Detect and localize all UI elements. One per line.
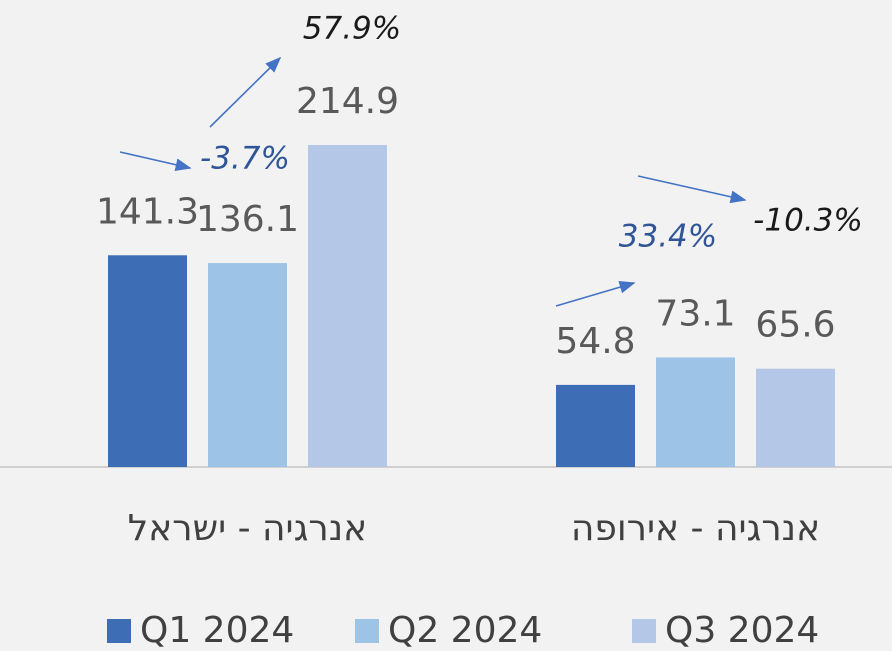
- annotation: -10.3%: [753, 203, 863, 239]
- legend-swatch: [355, 619, 379, 643]
- annotation: -3.7%: [200, 141, 290, 177]
- bar: [108, 255, 187, 467]
- category-label: אנרגיה - ישראל: [128, 508, 367, 549]
- bar: [656, 357, 735, 467]
- data-label: 73.1: [655, 293, 735, 334]
- bar: [756, 368, 835, 467]
- legend-label: Q1 2024: [140, 610, 294, 651]
- arrow: [637, 175, 747, 204]
- category-label: אנרגיה - אירופה: [571, 508, 820, 549]
- bar: [208, 263, 287, 467]
- legend-swatch: [107, 619, 131, 643]
- bar: [308, 145, 387, 467]
- arrow: [119, 151, 192, 172]
- data-label: 141.3: [96, 191, 199, 232]
- annotation: 33.4%: [619, 219, 717, 255]
- arrow: [555, 280, 636, 307]
- legend-label: Q3 2024: [665, 610, 819, 651]
- legend-swatch: [632, 619, 656, 643]
- data-label: 214.9: [296, 81, 399, 122]
- data-label: 54.8: [555, 321, 635, 362]
- data-label: 136.1: [196, 199, 299, 240]
- legend-label: Q2 2024: [388, 610, 542, 651]
- annotation: 57.9%: [303, 11, 401, 47]
- bar: [556, 384, 635, 467]
- data-label: 65.6: [755, 305, 835, 346]
- arrow: [209, 56, 282, 128]
